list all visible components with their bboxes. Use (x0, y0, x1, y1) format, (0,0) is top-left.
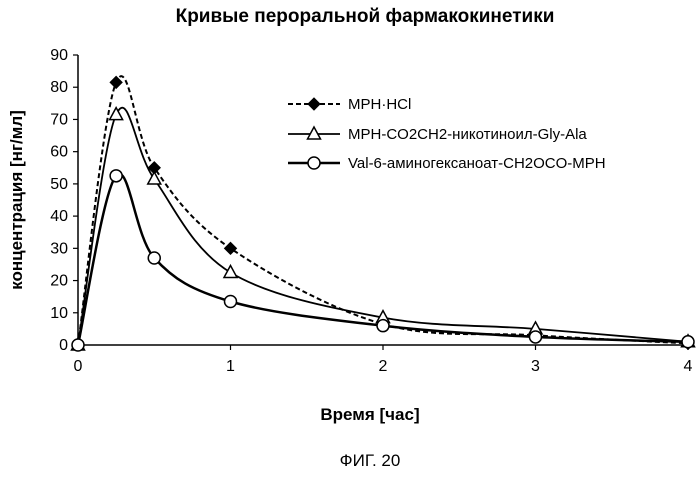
y-tick-label: 80 (50, 79, 68, 96)
y-tick-label: 10 (50, 305, 68, 322)
y-tick-label: 40 (50, 208, 68, 225)
x-axis-title: Время [час] (320, 405, 419, 424)
circle-data-point (225, 296, 237, 308)
series-line (78, 76, 688, 345)
circle-data-point (148, 252, 160, 264)
x-tick-label: 3 (531, 358, 540, 375)
circle-data-point (72, 339, 84, 351)
legend-label: MPH·HCl (348, 96, 411, 113)
triangle-data-point (224, 266, 237, 278)
y-tick-label: 30 (50, 240, 68, 257)
y-tick-label: 90 (50, 47, 68, 64)
legend-triangle-marker (308, 127, 321, 139)
circle-data-point (682, 336, 694, 348)
x-tick-label: 4 (684, 358, 693, 375)
x-tick-label: 0 (74, 358, 83, 375)
chart-title: Кривые пероральной фармакокинетики (176, 6, 555, 27)
y-axis-title: концентрация [нг/мл] (7, 110, 26, 290)
diamond-data-point (110, 76, 122, 88)
x-ticks: 0 1 2 3 4 (74, 345, 693, 375)
x-tick-label: 1 (226, 358, 235, 375)
legend-diamond-marker (308, 98, 320, 110)
circle-data-point (530, 331, 542, 343)
triangle-data-point (110, 108, 123, 120)
y-tick-label: 20 (50, 273, 68, 290)
diamond-data-point (225, 242, 237, 254)
legend: MPH·HCl MPH-CO2CH2-никотиноил-Gly-Ala Val-… (288, 96, 606, 172)
y-tick-label: 70 (50, 111, 68, 128)
legend-circle-marker (308, 157, 320, 169)
legend-label: Val-6-аминогексаноат-CH2OCO-MPH (348, 155, 606, 172)
circle-data-point (110, 170, 122, 182)
figure-caption: ФИГ. 20 (340, 451, 401, 470)
y-tick-label: 50 (50, 176, 68, 193)
y-tick-label: 60 (50, 144, 68, 161)
circle-data-point (377, 320, 389, 332)
x-tick-label: 2 (379, 358, 388, 375)
y-tick-label: 0 (59, 337, 68, 354)
series-triangle (72, 108, 695, 350)
y-ticks: 0 10 20 30 40 50 60 70 80 90 (50, 47, 78, 354)
series-layer (72, 76, 695, 351)
legend-label: MPH-CO2CH2-никотиноил-Gly-Ala (348, 126, 587, 143)
